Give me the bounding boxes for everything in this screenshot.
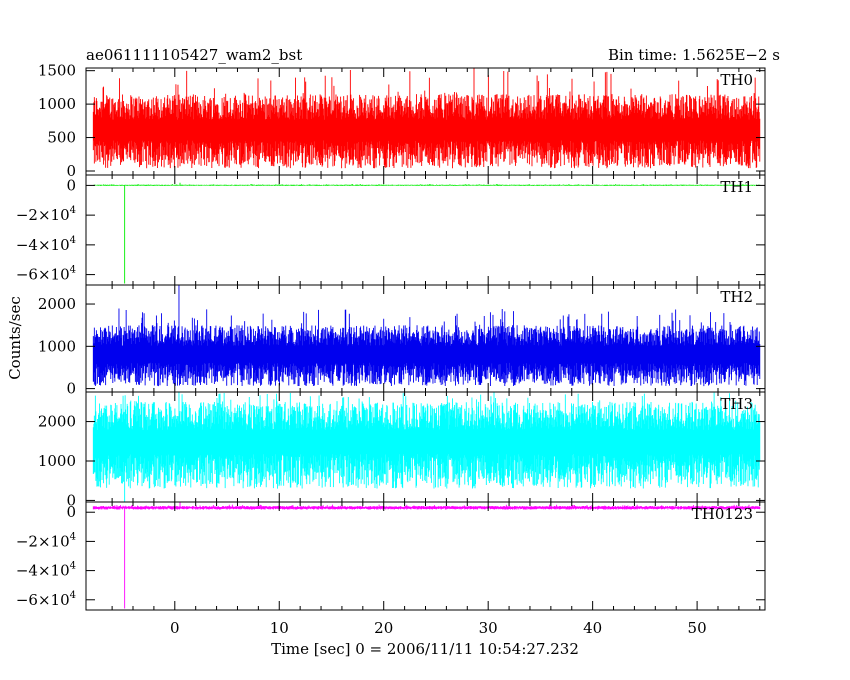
- panel-stack: TH0050010001500TH10−2×104−4×104−6×104TH2…: [16, 62, 766, 637]
- panel-th2: TH2 0 1000 2000: [38, 284, 766, 398]
- panel-th3: TH3 0 1000 2000: [38, 391, 766, 509]
- y-tick-label: −2×104: [16, 205, 76, 224]
- panel-th1: TH1 0 −2×104 −4×104 −6×104: [16, 174, 766, 286]
- panel-name-th3: TH3: [720, 395, 753, 413]
- y-tick-label: −4×104: [16, 235, 76, 254]
- panel-name-th1: TH1: [720, 178, 753, 196]
- y-tick-label: 1000: [38, 95, 76, 113]
- y-tick-label: 0: [66, 380, 76, 398]
- y-tick-label: 1000: [38, 452, 76, 470]
- y-tick-label: −4×104: [16, 561, 76, 580]
- panel-name-th0123: TH0123: [692, 505, 753, 523]
- x-tick-label: 30: [479, 619, 498, 637]
- x-tick-label: 20: [374, 619, 393, 637]
- y-tick-label: 1000: [38, 337, 76, 355]
- panel-frame: [85, 174, 766, 286]
- y-axis-label: Counts/sec: [6, 296, 24, 380]
- obs-id-title: ae061111105427_wam2_bst: [86, 46, 302, 64]
- x-tick-label: 0: [170, 619, 180, 637]
- series-line-th1: [92, 182, 761, 284]
- y-tick-label: 0: [66, 176, 76, 194]
- y-tick-label: 0: [66, 491, 76, 509]
- y-tick-label: 500: [47, 129, 76, 147]
- x-tick-label: 10: [270, 619, 289, 637]
- panel-th0123: TH0123 0 −2×104 −4×104 −6×104: [16, 501, 766, 611]
- x-axis-label: Time [sec] 0 = 2006/11/11 10:54:27.232: [271, 640, 579, 658]
- y-tick-label: −6×104: [16, 265, 76, 284]
- y-tick-label: 1500: [38, 62, 76, 80]
- series-line-th3: [92, 392, 761, 502]
- y-tick-label: 2000: [38, 413, 76, 431]
- x-tick-label: 40: [583, 619, 602, 637]
- series-line-th0: [92, 68, 761, 169]
- series-line-th2: [92, 285, 761, 387]
- y-tick-label: 2000: [38, 295, 76, 313]
- series-line-th0123: [92, 502, 761, 609]
- bin-time-label: Bin time: 1.5625E−2 s: [608, 46, 780, 64]
- panel-frame: [85, 501, 766, 611]
- y-tick-label: −2×104: [16, 531, 76, 550]
- x-tick-label: 50: [688, 619, 707, 637]
- y-tick-label: 0: [66, 503, 76, 521]
- y-tick-label: 0: [66, 162, 76, 180]
- panel-name-th2: TH2: [720, 288, 753, 306]
- y-tick-label: −6×104: [16, 590, 76, 609]
- panel-th0: TH0 0 500 1000 1500: [38, 62, 766, 180]
- panel-name-th0: TH0: [720, 71, 753, 89]
